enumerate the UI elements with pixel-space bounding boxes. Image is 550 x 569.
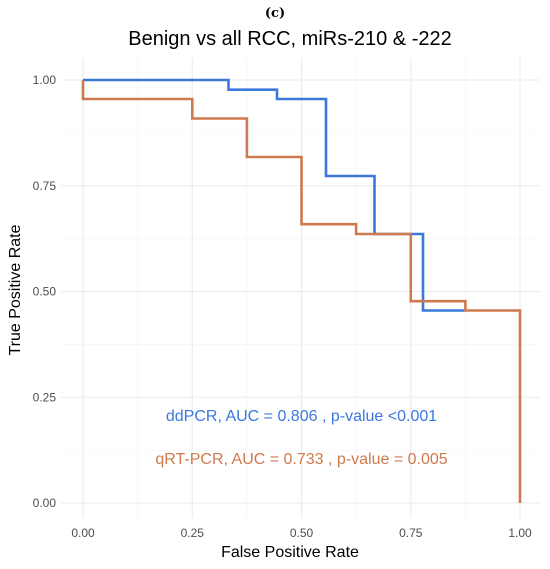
y-tick-label: 0.75 bbox=[33, 179, 57, 193]
qrtpcr-auc-annotation: qRT-PCR, AUC = 0.733 , p-value = 0.005 bbox=[155, 450, 448, 468]
x-axis-label: False Positive Rate bbox=[221, 544, 359, 561]
y-axis-label: True Positive Rate bbox=[7, 224, 24, 356]
x-tick-label: 1.00 bbox=[508, 526, 532, 540]
y-tick-label: 1.00 bbox=[33, 73, 57, 87]
series-line-qrt-pcr bbox=[81, 80, 522, 503]
y-tick-label: 0.25 bbox=[33, 390, 57, 404]
x-tick-label: 0.75 bbox=[399, 526, 423, 540]
y-tick-label: 0.00 bbox=[33, 496, 57, 510]
series-line-ddpcr bbox=[83, 78, 466, 312]
x-tick-label: 0.25 bbox=[181, 526, 205, 540]
x-tick-label: 0.50 bbox=[290, 526, 314, 540]
chart-title: Benign vs all RCC, miRs-210 & -222 bbox=[128, 28, 452, 50]
y-tick-label: 0.50 bbox=[33, 285, 57, 299]
ddpcr-auc-annotation: ddPCR, AUC = 0.806 , p-value <0.001 bbox=[165, 408, 438, 426]
panel-label: (c) bbox=[264, 6, 286, 21]
x-tick-label: 0.00 bbox=[71, 526, 95, 540]
